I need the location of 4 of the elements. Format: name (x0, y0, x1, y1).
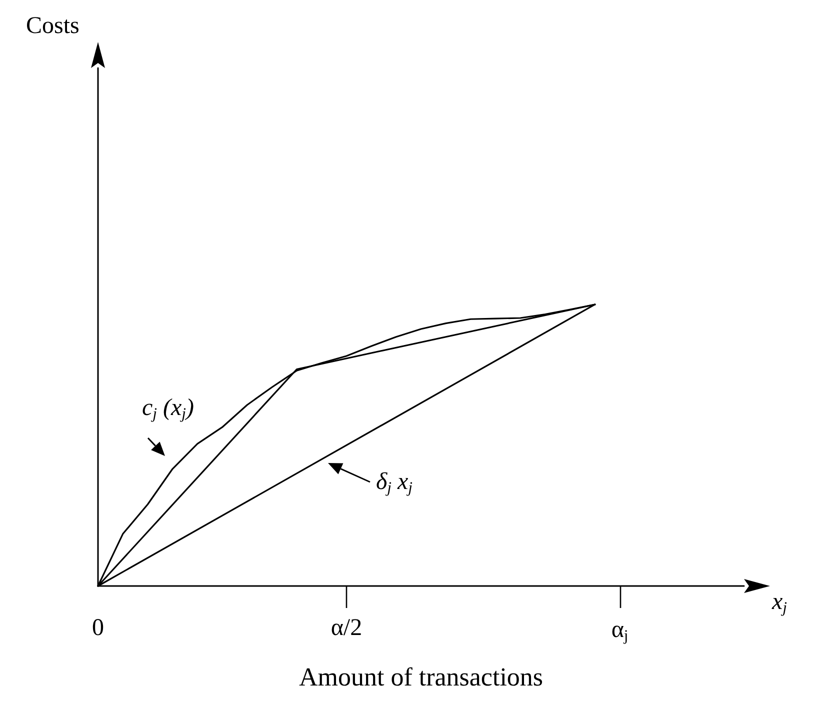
text: Costs (26, 13, 80, 39)
x-axis-title: Amount of transactions (298, 662, 544, 692)
x-tick-label: α/2 (330, 615, 362, 641)
x-tick-label: 0 (92, 615, 104, 641)
